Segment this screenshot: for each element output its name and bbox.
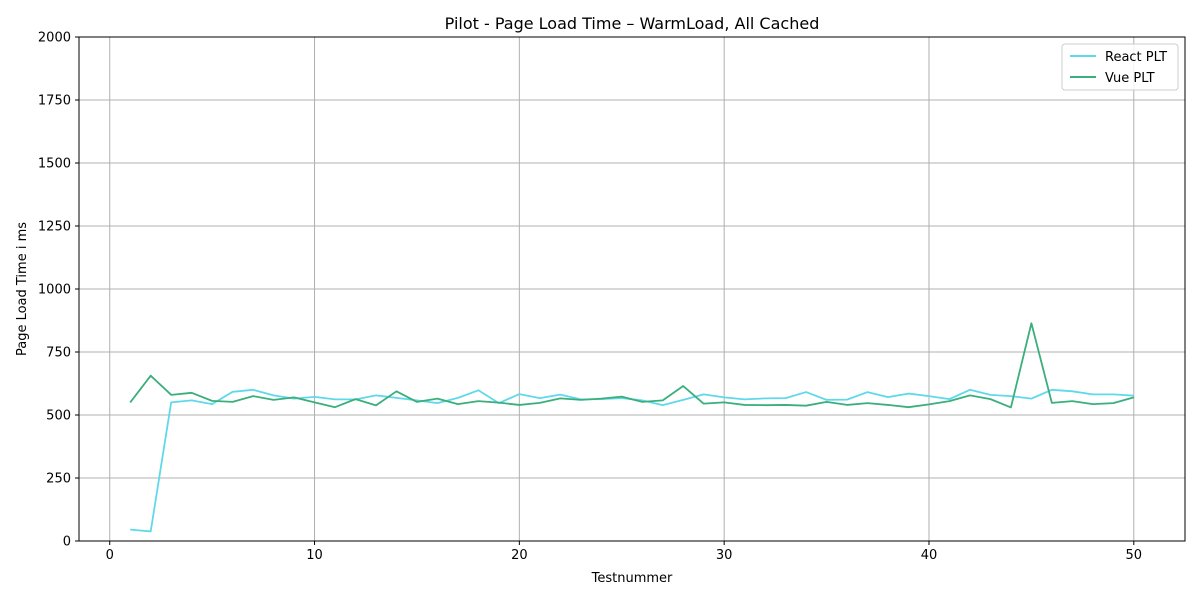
y-tick-label: 2000: [38, 31, 71, 46]
x-tick-label: 40: [921, 548, 938, 563]
x-tick-label: 0: [106, 548, 114, 563]
y-tick-label: 1750: [38, 94, 71, 109]
series-line-vue-plt: [129, 322, 1135, 409]
y-axis-label: Page Load Time i ms: [15, 222, 30, 356]
legend-label-react: React PLT: [1105, 50, 1167, 65]
x-axis-ticks: 0 10 20 30 40 50: [106, 541, 1142, 563]
chart-title: Pilot - Page Load Time – WarmLoad, All C…: [445, 14, 820, 33]
legend-label-vue: Vue PLT: [1105, 71, 1155, 86]
legend: React PLT Vue PLT: [1061, 43, 1179, 91]
x-tick-label: 20: [511, 548, 528, 563]
series-lines: [129, 322, 1135, 533]
x-tick-label: 30: [716, 548, 733, 563]
y-tick-label: 500: [46, 409, 71, 424]
x-axis-label: Testnummer: [591, 571, 673, 586]
y-tick-label: 750: [46, 346, 71, 361]
y-axis-ticks: 0 250 500 750 1000 1250 1500 1750 2000: [38, 31, 79, 550]
y-tick-label: 0: [63, 535, 71, 550]
y-tick-label: 250: [46, 472, 71, 487]
y-tick-label: 1250: [38, 220, 71, 235]
x-tick-label: 10: [306, 548, 323, 563]
y-tick-label: 1500: [38, 157, 71, 172]
y-tick-label: 1000: [38, 283, 71, 298]
x-tick-label: 50: [1126, 548, 1143, 563]
